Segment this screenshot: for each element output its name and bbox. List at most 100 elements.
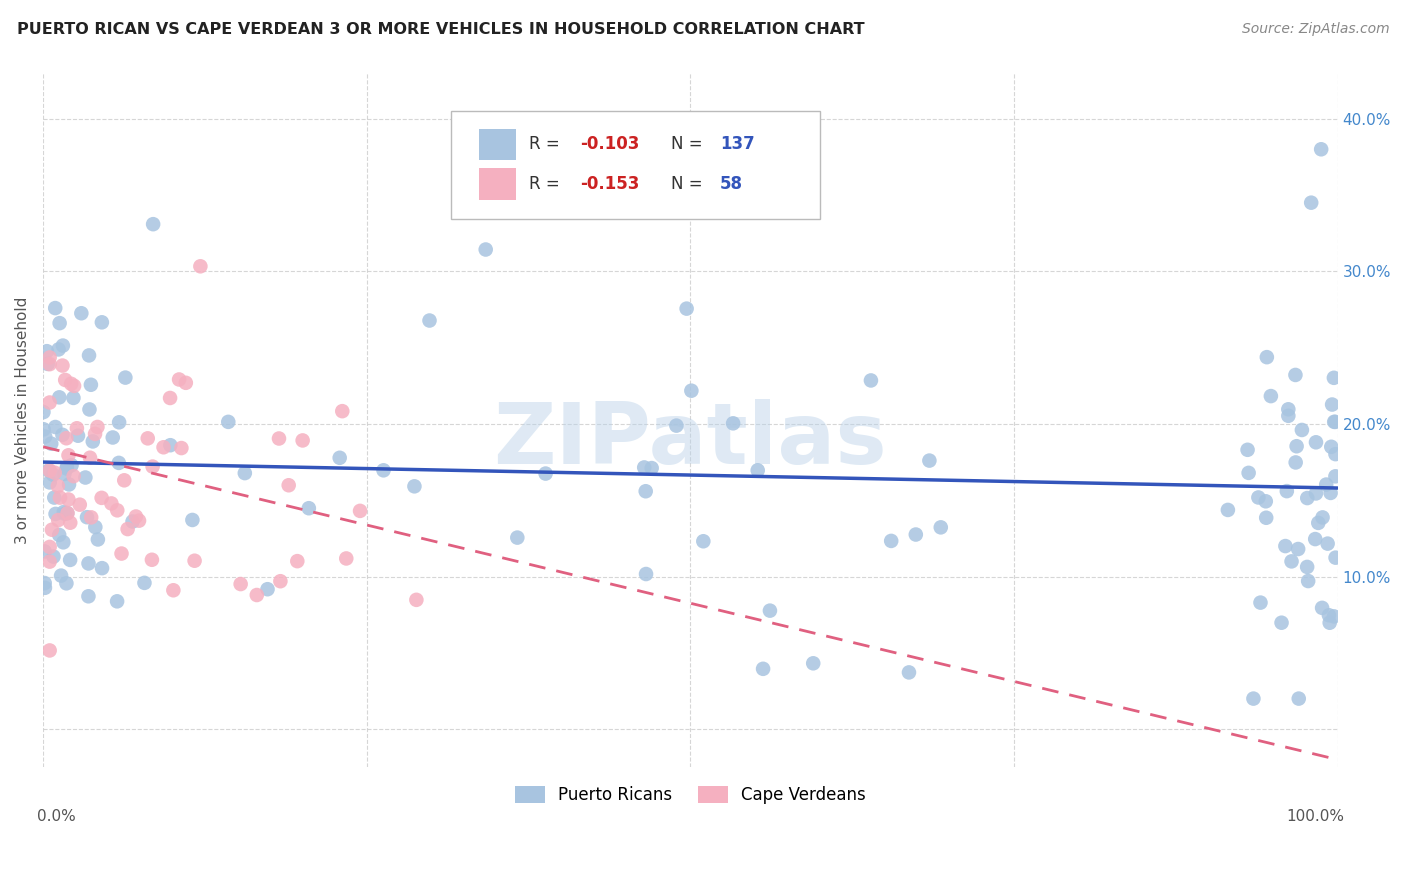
Point — [233, 466, 256, 480]
Point — [56, 506, 79, 520]
Point — [121, 515, 143, 529]
Text: ZIPatlas: ZIPatlas — [494, 400, 887, 483]
Point — [633, 460, 655, 475]
Point — [42, 549, 65, 564]
Point — [86, 420, 108, 434]
Point — [91, 561, 114, 575]
Point — [44, 466, 66, 480]
Point — [330, 404, 353, 418]
Point — [38, 463, 60, 477]
Point — [55, 576, 77, 591]
Point — [1236, 442, 1258, 457]
Point — [1324, 447, 1347, 461]
Text: R =: R = — [529, 175, 565, 193]
Point — [1286, 542, 1309, 557]
Point — [1296, 560, 1319, 574]
Point — [880, 533, 903, 548]
Point — [105, 594, 128, 608]
Point — [35, 344, 58, 359]
Point — [38, 555, 60, 569]
Point — [77, 557, 100, 571]
Point — [62, 391, 84, 405]
Point — [1319, 615, 1341, 630]
Point — [1284, 368, 1306, 382]
Point — [1256, 510, 1278, 524]
Point — [183, 554, 205, 568]
Point — [1310, 600, 1333, 615]
Point — [60, 458, 83, 473]
Point — [1270, 615, 1292, 630]
Point — [918, 453, 941, 467]
Point — [48, 390, 70, 404]
Point — [1241, 691, 1264, 706]
Point — [79, 402, 101, 417]
Point — [1277, 409, 1299, 423]
Point — [32, 422, 55, 436]
Point — [53, 467, 76, 481]
Legend: Puerto Ricans, Cape Verdeans: Puerto Ricans, Cape Verdeans — [509, 780, 872, 811]
Point — [329, 450, 352, 465]
Point — [190, 260, 212, 274]
Point — [80, 510, 103, 524]
Point — [112, 473, 135, 487]
Point — [721, 417, 744, 431]
Point — [49, 568, 72, 582]
Point — [34, 581, 56, 595]
Point — [1254, 494, 1277, 508]
Point — [640, 461, 662, 475]
Point — [100, 496, 122, 510]
Point — [1310, 142, 1333, 156]
FancyBboxPatch shape — [479, 128, 516, 160]
Point — [1301, 195, 1323, 210]
Point — [229, 577, 252, 591]
Point — [46, 479, 69, 493]
Point — [335, 551, 357, 566]
Point — [1256, 350, 1278, 364]
Point — [58, 448, 80, 462]
Point — [42, 467, 65, 482]
Text: 0.0%: 0.0% — [37, 809, 76, 824]
Point — [58, 492, 80, 507]
Point — [75, 470, 97, 484]
Point — [159, 391, 181, 405]
Point — [929, 520, 952, 534]
Point — [277, 478, 299, 492]
Point — [1237, 466, 1260, 480]
Text: -0.103: -0.103 — [581, 136, 640, 153]
Point — [59, 553, 82, 567]
Point — [56, 506, 79, 520]
Point — [110, 547, 132, 561]
FancyBboxPatch shape — [479, 169, 516, 200]
Point — [66, 428, 89, 442]
Point — [681, 384, 703, 398]
Point — [79, 450, 101, 465]
Point — [217, 415, 239, 429]
Point — [70, 306, 93, 320]
Point — [77, 348, 100, 362]
Point — [56, 460, 79, 475]
Point — [1274, 539, 1296, 553]
Point — [1296, 491, 1319, 505]
Point — [1312, 510, 1334, 524]
Text: R =: R = — [529, 136, 565, 153]
Point — [76, 510, 98, 524]
Point — [349, 504, 371, 518]
Point — [418, 313, 440, 327]
Point — [53, 507, 76, 521]
Point — [692, 534, 714, 549]
Point — [1250, 596, 1272, 610]
Point — [38, 643, 60, 657]
Point — [373, 463, 395, 477]
Point — [108, 415, 131, 429]
Point — [142, 459, 165, 474]
Point — [1323, 415, 1346, 429]
Point — [90, 491, 112, 505]
Point — [256, 582, 278, 597]
Point — [125, 509, 148, 524]
Text: N =: N = — [671, 136, 707, 153]
Point — [269, 574, 291, 589]
Point — [128, 514, 150, 528]
FancyBboxPatch shape — [451, 112, 820, 219]
Point — [1288, 691, 1310, 706]
Point — [82, 434, 104, 449]
